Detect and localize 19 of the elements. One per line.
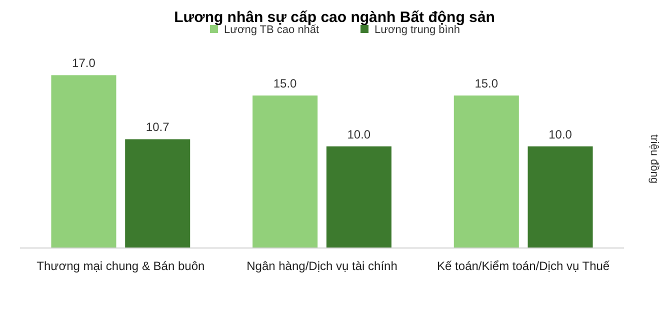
bar [51, 75, 116, 248]
data-label: 10.0 [347, 127, 371, 142]
bar [528, 146, 593, 248]
bar [326, 146, 392, 248]
data-label: 15.0 [273, 76, 298, 91]
legend-label: Lương trung bình [374, 24, 460, 36]
x-tick-label: Ngân hàng/Dịch vụ tài chính [246, 259, 398, 273]
legend-label: Lương TB cao nhất [224, 24, 320, 36]
x-tick-label: Kế toán/Kiểm toán/Dịch vụ Thuế [437, 259, 610, 273]
bar [125, 139, 190, 248]
x-tick-label: Thương mại chung & Bán buôn [36, 259, 205, 273]
bar [454, 96, 519, 248]
chart-title: Lương nhân sự cấp cao ngành Bất động sản [174, 9, 495, 26]
data-label: 10.7 [146, 120, 170, 134]
y-axis-title: triệu đồng [648, 134, 660, 184]
data-label: 15.0 [474, 76, 498, 91]
data-label: 10.0 [548, 127, 572, 142]
bar [252, 96, 318, 248]
data-label: 17.0 [72, 56, 96, 70]
